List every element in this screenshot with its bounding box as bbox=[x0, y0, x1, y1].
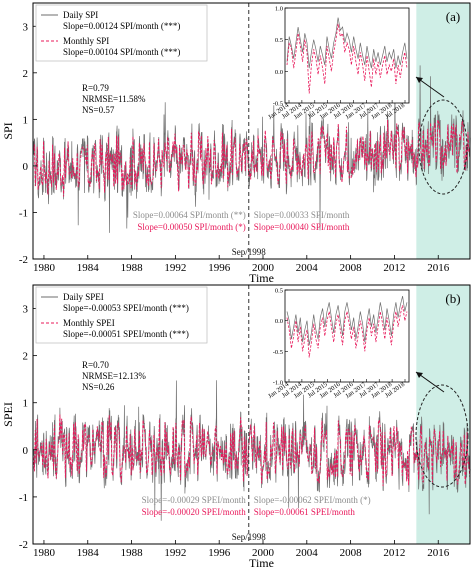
before-monthly-slope: Slope=0.00050 SPI/month (*) bbox=[137, 222, 245, 232]
inset-daily-line bbox=[286, 296, 408, 346]
x-tick-label: 1984 bbox=[77, 262, 100, 274]
y-tick-label: 3 bbox=[23, 304, 29, 316]
y-tick-label: 0 bbox=[23, 161, 29, 173]
y-tick-label: 0 bbox=[23, 445, 29, 457]
stat-nrmse: NRMSE=11.58% bbox=[82, 94, 146, 104]
y-tick-label: -1 bbox=[19, 492, 28, 504]
legend-monthly-label: Monthly SPEI bbox=[63, 318, 115, 328]
x-axis-label: Time bbox=[249, 271, 274, 285]
inset-monthly-line bbox=[286, 305, 408, 358]
legend-daily-slope: Slope=0.00124 SPI/month (***) bbox=[63, 21, 180, 31]
highlight-ellipse bbox=[415, 384, 469, 488]
x-tick-label: 2000 bbox=[252, 262, 275, 274]
x-tick-label: 1992 bbox=[164, 547, 186, 559]
inset-y-tick-label: 0.0 bbox=[275, 318, 283, 325]
change-point-label: Sep/1998 bbox=[232, 532, 267, 542]
stat-r: R=0.79 bbox=[82, 83, 109, 93]
x-tick-label: 2012 bbox=[383, 262, 405, 274]
before-daily-slope: Slope=0.00064 SPI/month (**) bbox=[133, 210, 246, 220]
y-axis-label: SPEI bbox=[1, 402, 15, 427]
change-point-label: Sep/1998 bbox=[232, 247, 267, 257]
before-monthly-slope: Slope=-0.00020 SPEI/month bbox=[142, 507, 247, 517]
legend-box bbox=[35, 286, 208, 344]
y-tick-label: 1 bbox=[23, 114, 29, 126]
inset-monthly-line bbox=[286, 23, 408, 94]
inset-y-tick-label: 0.0 bbox=[275, 69, 283, 76]
y-tick-label: -2 bbox=[19, 539, 28, 551]
x-tick-label: 2016 bbox=[427, 547, 450, 559]
inset-y-tick-label: -1.0 bbox=[273, 380, 283, 387]
legend-daily-slope: Slope=-0.00053 SPEI/month (***) bbox=[63, 303, 189, 313]
panel-label: (b) bbox=[445, 291, 460, 306]
callout-arrow-head bbox=[416, 372, 423, 378]
after-daily-slope: Slope=-0.00062 SPEI/month (*) bbox=[254, 495, 371, 505]
x-tick-label: 1992 bbox=[164, 262, 186, 274]
x-tick-label: 2008 bbox=[340, 547, 363, 559]
y-tick-label: 1 bbox=[23, 398, 29, 410]
x-tick-label: 1980 bbox=[33, 547, 56, 559]
inset-y-tick-label: -0.5 bbox=[273, 349, 283, 356]
x-axis-label: Time bbox=[249, 556, 274, 567]
x-tick-label: 1980 bbox=[33, 262, 56, 274]
highlight-ellipse bbox=[418, 99, 468, 195]
legend-daily-label: Daily SPI bbox=[63, 10, 98, 20]
x-tick-label: 1984 bbox=[77, 547, 100, 559]
inset-y-tick-label: 0.5 bbox=[275, 288, 283, 295]
monthly-series-line bbox=[32, 119, 471, 197]
x-tick-label: 2004 bbox=[296, 547, 319, 559]
legend-monthly-slope: Slope=0.00104 SPI/month (***) bbox=[63, 47, 180, 57]
plot-frame bbox=[32, 2, 471, 260]
legend-daily-label: Daily SPEI bbox=[63, 292, 104, 302]
inset-y-tick-label: 0.5 bbox=[275, 37, 283, 44]
legend-monthly-slope: Slope=-0.00051 SPEI/month (***) bbox=[63, 329, 189, 339]
x-tick-label: 1996 bbox=[208, 547, 231, 559]
after-daily-slope: Slope=0.00033 SPI/month bbox=[254, 210, 350, 220]
y-tick-label: 3 bbox=[23, 21, 29, 33]
stat-nrmse: NRMSE=12.13% bbox=[82, 371, 146, 381]
stat-ns: NS=0.26 bbox=[82, 382, 115, 392]
y-axis-label: SPI bbox=[1, 122, 15, 139]
x-tick-label: 2004 bbox=[296, 262, 319, 274]
callout-arrow-head bbox=[416, 77, 423, 83]
panel-a: Sep/1998 -2 -1 0 1 2 3 1980 1984 1988 1992 1996 2000… bbox=[1, 2, 471, 285]
shaded-period bbox=[416, 285, 470, 544]
x-tick-label: 1996 bbox=[208, 262, 231, 274]
legend-monthly-label: Monthly SPI bbox=[63, 36, 109, 46]
y-tick-label: 2 bbox=[23, 68, 29, 80]
y-tick-label: 2 bbox=[23, 351, 29, 363]
monthly-series-line bbox=[32, 414, 471, 487]
after-monthly-slope: Slope=0.00040 SPI/month bbox=[254, 222, 350, 232]
inset-daily-line bbox=[286, 17, 408, 69]
inset-y-tick-label: 1.0 bbox=[275, 6, 283, 13]
before-daily-slope: Slope=-0.00029 SPEI/month bbox=[142, 495, 247, 505]
stat-r: R=0.70 bbox=[82, 360, 109, 370]
x-tick-label: 2000 bbox=[252, 547, 275, 559]
x-tick-label: 2012 bbox=[383, 547, 405, 559]
legend-box bbox=[35, 4, 208, 62]
x-tick-label: 2008 bbox=[340, 262, 363, 274]
plot-frame bbox=[32, 284, 471, 545]
inset-y-tick-label: -0.5 bbox=[273, 101, 283, 108]
y-tick-label: -1 bbox=[19, 207, 28, 219]
x-tick-label: 1988 bbox=[121, 262, 144, 274]
x-tick-label: 1988 bbox=[121, 547, 144, 559]
panel-b: Sep/1998 -2 -1 0 1 2 3 1980 1984 1988 1992 1996 2000… bbox=[1, 284, 471, 567]
after-monthly-slope: Slope=0.00061 SPEI/month bbox=[254, 507, 356, 517]
x-tick-label: 2016 bbox=[427, 262, 450, 274]
panel-label: (a) bbox=[446, 9, 460, 24]
y-tick-label: -2 bbox=[19, 254, 28, 266]
stat-ns: NS=0.57 bbox=[82, 105, 115, 115]
